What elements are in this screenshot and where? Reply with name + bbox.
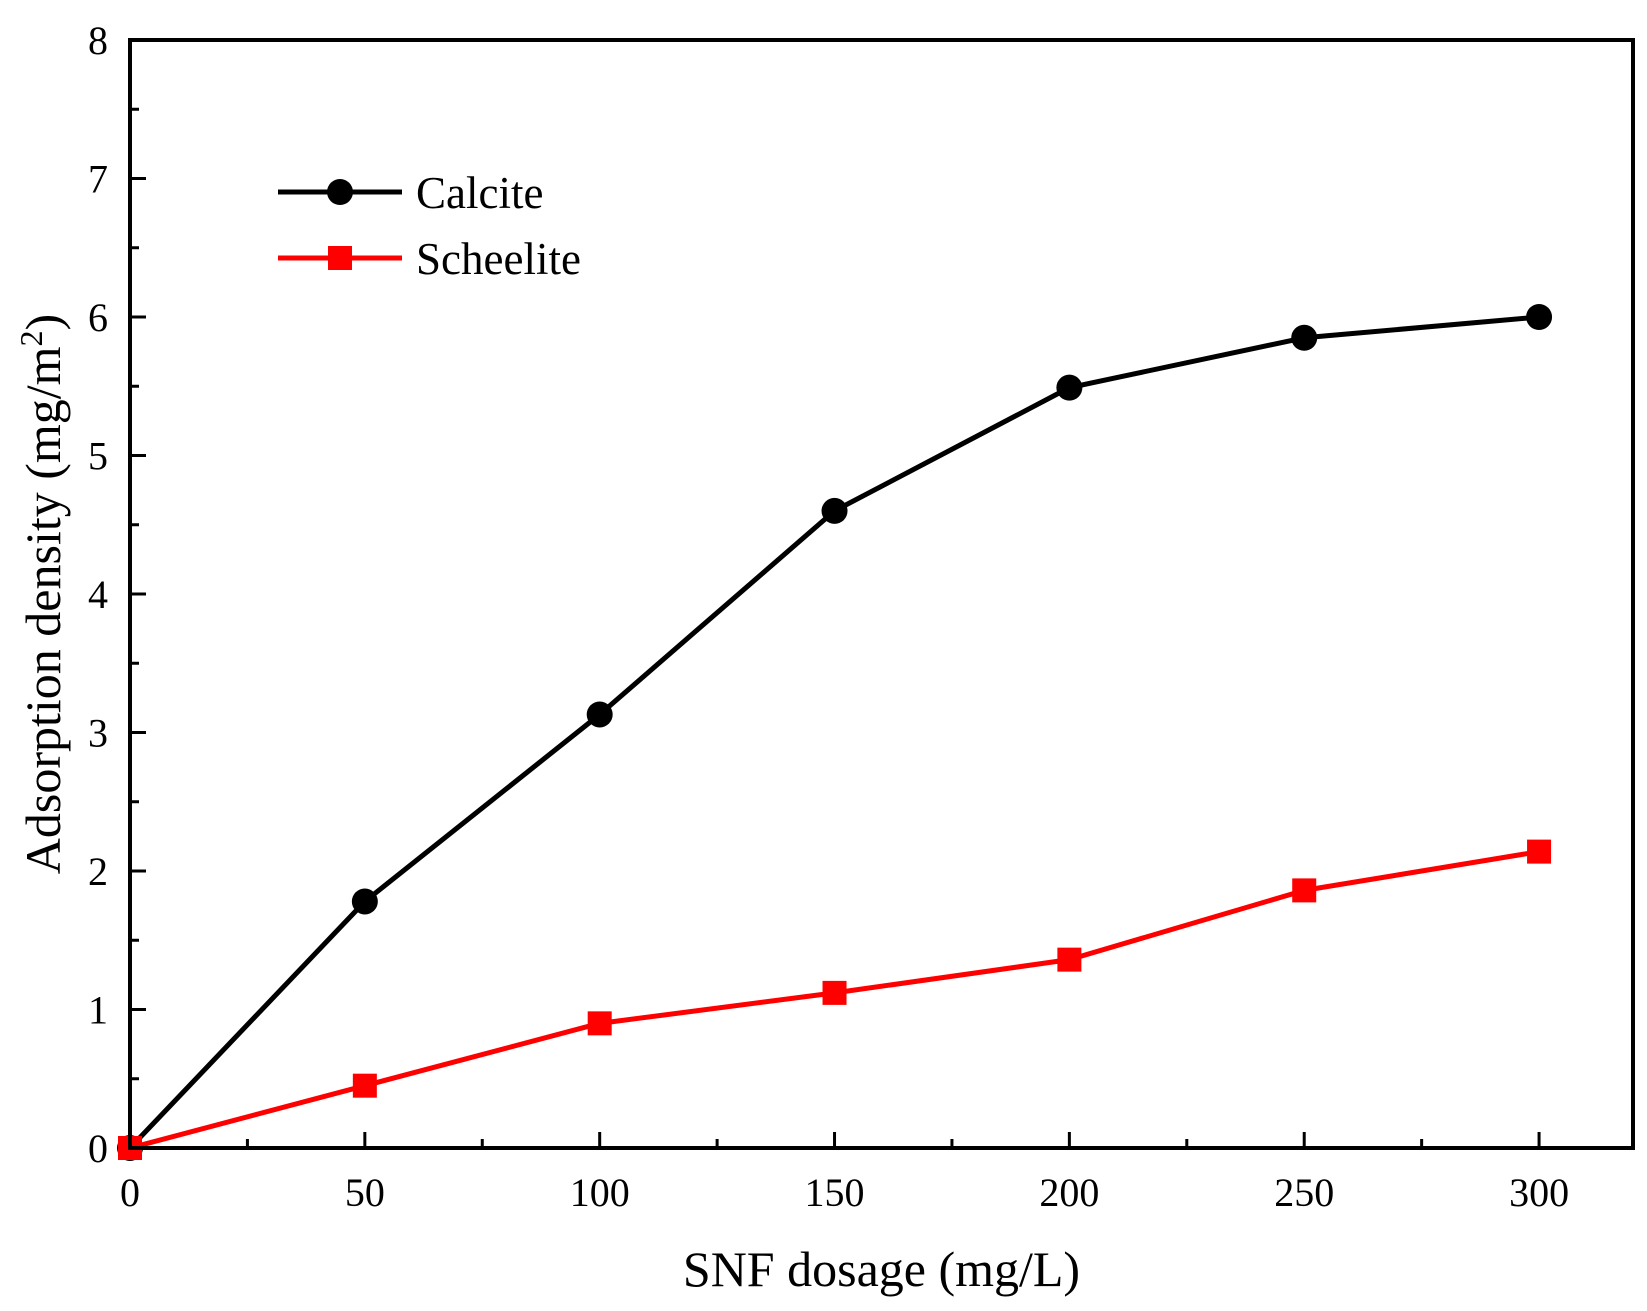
data-point-calcite (821, 497, 848, 524)
y-tick-label: 0 (88, 1126, 108, 1171)
data-point-calcite (351, 888, 378, 915)
data-point-calcite (586, 701, 613, 728)
x-tick-label: 0 (120, 1170, 140, 1215)
x-tick-label: 300 (1509, 1170, 1569, 1215)
y-tick-label: 6 (88, 295, 108, 340)
legend-label-scheelite: Scheelite (416, 234, 581, 284)
y-tick-label: 3 (88, 711, 108, 756)
data-point-scheelite (587, 1011, 612, 1036)
x-tick-label: 50 (345, 1170, 385, 1215)
y-tick-label: 7 (88, 157, 108, 202)
legend-label-calcite: Calcite (416, 168, 543, 218)
y-tick-label: 5 (88, 434, 108, 479)
data-point-scheelite (1527, 839, 1552, 864)
y-tick-label: 2 (88, 849, 108, 894)
x-tick-label: 200 (1039, 1170, 1099, 1215)
data-point-scheelite (352, 1073, 377, 1098)
x-tick-label: 150 (805, 1170, 865, 1215)
y-axis-title: Adsorption density (mg/m2) (13, 314, 71, 874)
y-tick-label: 1 (88, 988, 108, 1033)
data-point-calcite (1526, 304, 1553, 330)
legend: Calcite Scheelite (278, 168, 581, 284)
y-axis-ticks: 0 1 2 3 4 5 6 7 8 (88, 18, 146, 1171)
y-axis-title-superscript: 2 (13, 330, 49, 346)
x-tick-label: 100 (570, 1170, 630, 1215)
data-point-scheelite (1057, 947, 1082, 972)
plot-area (117, 304, 1553, 1161)
legend-marker-scheelite (328, 246, 352, 270)
y-axis-title-main: Adsorption density (mg/m (15, 346, 71, 874)
x-tick-label: 250 (1274, 1170, 1334, 1215)
data-point-scheelite (1292, 878, 1317, 903)
y-tick-label: 8 (88, 18, 108, 63)
data-point-scheelite (822, 980, 847, 1005)
x-axis-title: SNF dosage (mg/L) (683, 1241, 1080, 1297)
legend-marker-calcite (327, 179, 353, 205)
data-point-calcite (1291, 324, 1318, 351)
data-point-calcite (1056, 374, 1083, 401)
x-axis-ticks: 0 50 100 150 200 250 300 (120, 1132, 1569, 1215)
y-axis-title-close: ) (15, 314, 71, 331)
y-tick-label: 4 (88, 572, 108, 617)
